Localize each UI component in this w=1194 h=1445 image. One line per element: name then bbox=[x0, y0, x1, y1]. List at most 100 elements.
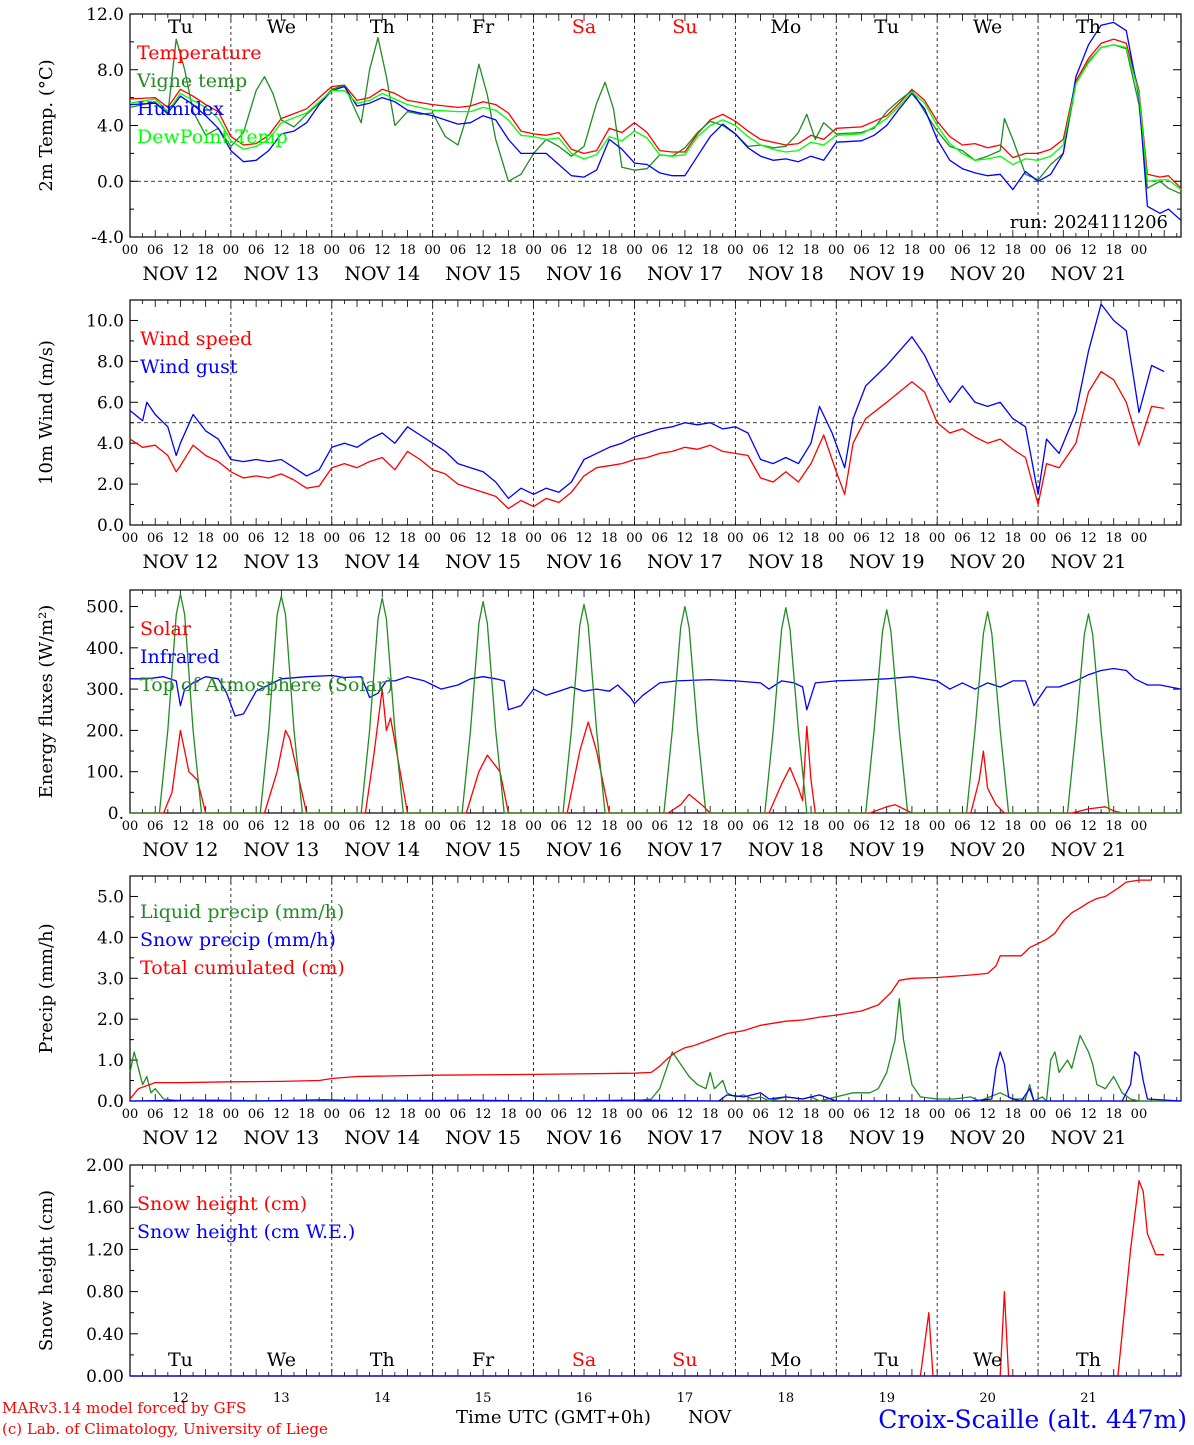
hour-label: 06 bbox=[954, 1107, 971, 1122]
hour-label: 06 bbox=[752, 243, 769, 258]
hour-label: 06 bbox=[551, 243, 568, 258]
hour-label: 06 bbox=[450, 1107, 467, 1122]
legend-entry: Snow precip (mm/h) bbox=[140, 929, 336, 951]
date-label: NOV 13 bbox=[243, 1127, 319, 1149]
date-label: NOV 16 bbox=[546, 839, 622, 861]
hour-label: 06 bbox=[248, 531, 265, 546]
legend-entry: Total cumulated (cm) bbox=[140, 957, 345, 979]
y-tick-label: 0.40 bbox=[86, 1325, 124, 1345]
y-tick-label: 0.0 bbox=[97, 172, 124, 192]
hour-label: 00 bbox=[828, 819, 845, 834]
weekday-label: Fr bbox=[472, 1349, 495, 1371]
series-line-wind-speed bbox=[129, 370, 1165, 510]
date-label: NOV 17 bbox=[647, 263, 723, 285]
time-axis-title: Time UTC (GMT+0h) bbox=[456, 1407, 651, 1428]
hour-label: 18 bbox=[197, 531, 214, 546]
hour-label: 00 bbox=[424, 243, 441, 258]
hour-label: 12 bbox=[475, 243, 492, 258]
series-line-humidex bbox=[129, 21, 1182, 221]
hour-label: 18 bbox=[601, 531, 618, 546]
hour-label: 00 bbox=[727, 531, 744, 546]
hour-label: 06 bbox=[1055, 531, 1072, 546]
y-tick-label: 2.00 bbox=[86, 1156, 124, 1176]
weekday-label: Mo bbox=[770, 1349, 801, 1371]
hour-label: 18 bbox=[500, 243, 517, 258]
date-label: NOV 19 bbox=[849, 1127, 925, 1149]
run-label: run: 2024111206 bbox=[1010, 212, 1168, 233]
hour-label: 00 bbox=[424, 531, 441, 546]
y-tick-label: 1.60 bbox=[86, 1198, 124, 1218]
hour-label: 06 bbox=[450, 819, 467, 834]
date-label: NOV 18 bbox=[748, 551, 824, 573]
date-label: NOV 16 bbox=[546, 551, 622, 573]
weekday-label: Sa bbox=[572, 1349, 596, 1371]
day-number-label: 20 bbox=[979, 1391, 996, 1406]
hour-label: 12 bbox=[979, 243, 996, 258]
hour-label: 18 bbox=[803, 531, 820, 546]
day-number-label: 13 bbox=[273, 1391, 290, 1406]
legend-entry: Snow height (cm) bbox=[137, 1193, 307, 1215]
hour-label: 06 bbox=[450, 243, 467, 258]
hour-label: 00 bbox=[223, 531, 240, 546]
y-tick-label: 200. bbox=[86, 721, 124, 741]
hour-label: 12 bbox=[878, 1107, 895, 1122]
y-tick-label: 300. bbox=[86, 680, 124, 700]
date-label: NOV 18 bbox=[748, 839, 824, 861]
hour-label: 12 bbox=[677, 1107, 694, 1122]
hour-label: 06 bbox=[954, 819, 971, 834]
weekday-label: Fr bbox=[472, 16, 495, 38]
y-tick-label: 2.0 bbox=[97, 1010, 124, 1030]
hour-label: 06 bbox=[147, 531, 164, 546]
hour-label: 06 bbox=[651, 243, 668, 258]
hour-label: 06 bbox=[349, 243, 366, 258]
hour-label: 18 bbox=[500, 531, 517, 546]
hour-label: 12 bbox=[374, 243, 391, 258]
date-label: NOV 17 bbox=[647, 1127, 723, 1149]
panel-wind: 0.0 2.0 4.0 6.0 8.0 10.0 10m Wind (m/s) Wind sp… bbox=[36, 299, 1182, 573]
hour-label: 06 bbox=[853, 531, 870, 546]
hour-label: 06 bbox=[752, 1107, 769, 1122]
y-tick-label: 1.0 bbox=[97, 1051, 124, 1071]
hour-label: 00 bbox=[122, 243, 139, 258]
hour-label: 18 bbox=[399, 243, 416, 258]
date-label: NOV 14 bbox=[344, 839, 420, 861]
hour-label: 00 bbox=[828, 243, 845, 258]
series-line-temperature bbox=[129, 38, 1182, 189]
day-number-label: 15 bbox=[475, 1391, 492, 1406]
hour-label: 12 bbox=[576, 1107, 593, 1122]
hour-label: 06 bbox=[349, 1107, 366, 1122]
date-label: NOV 18 bbox=[748, 1127, 824, 1149]
weekday-label: Su bbox=[672, 16, 697, 38]
date-label: NOV 12 bbox=[143, 551, 219, 573]
hour-label: 12 bbox=[172, 819, 189, 834]
y-tick-label: 3.0 bbox=[97, 969, 124, 989]
hour-label: 12 bbox=[677, 819, 694, 834]
series-line-vigne-temp bbox=[129, 37, 1182, 195]
hour-label: 12 bbox=[1080, 243, 1097, 258]
hour-label: 18 bbox=[1005, 243, 1022, 258]
hour-label: 12 bbox=[172, 243, 189, 258]
panel-temp: -4.0 0.0 4.0 8.0 12.0 2m Temp. (°C) Temperatur… bbox=[36, 5, 1182, 285]
weekday-label: Th bbox=[1076, 16, 1101, 38]
weekday-label: Su bbox=[672, 1349, 697, 1371]
date-label: NOV 15 bbox=[445, 263, 521, 285]
legend-entry: Solar bbox=[140, 618, 192, 640]
hour-label: 12 bbox=[677, 531, 694, 546]
hour-label: 00 bbox=[525, 1107, 542, 1122]
hour-label: 12 bbox=[475, 531, 492, 546]
hour-label: 06 bbox=[551, 531, 568, 546]
weekday-label: We bbox=[973, 1349, 1002, 1371]
weekday-label: Sa bbox=[572, 16, 596, 38]
hour-label: 12 bbox=[878, 243, 895, 258]
hour-label: 00 bbox=[828, 1107, 845, 1122]
panel-precip: 0.0 1.0 2.0 3.0 4.0 5.0 Precip (mm/h) Liquid pr… bbox=[36, 875, 1182, 1149]
legend-entry: Temperature bbox=[137, 42, 261, 64]
weekday-label: We bbox=[267, 1349, 296, 1371]
hour-label: 12 bbox=[979, 531, 996, 546]
hour-label: 06 bbox=[1055, 1107, 1072, 1122]
station-label: Croix-Scaille (alt. 447m) bbox=[878, 1405, 1187, 1434]
y-tick-label: 0.0 bbox=[97, 1092, 124, 1112]
y-tick-label: 100. bbox=[86, 763, 124, 783]
hour-label: 18 bbox=[702, 243, 719, 258]
